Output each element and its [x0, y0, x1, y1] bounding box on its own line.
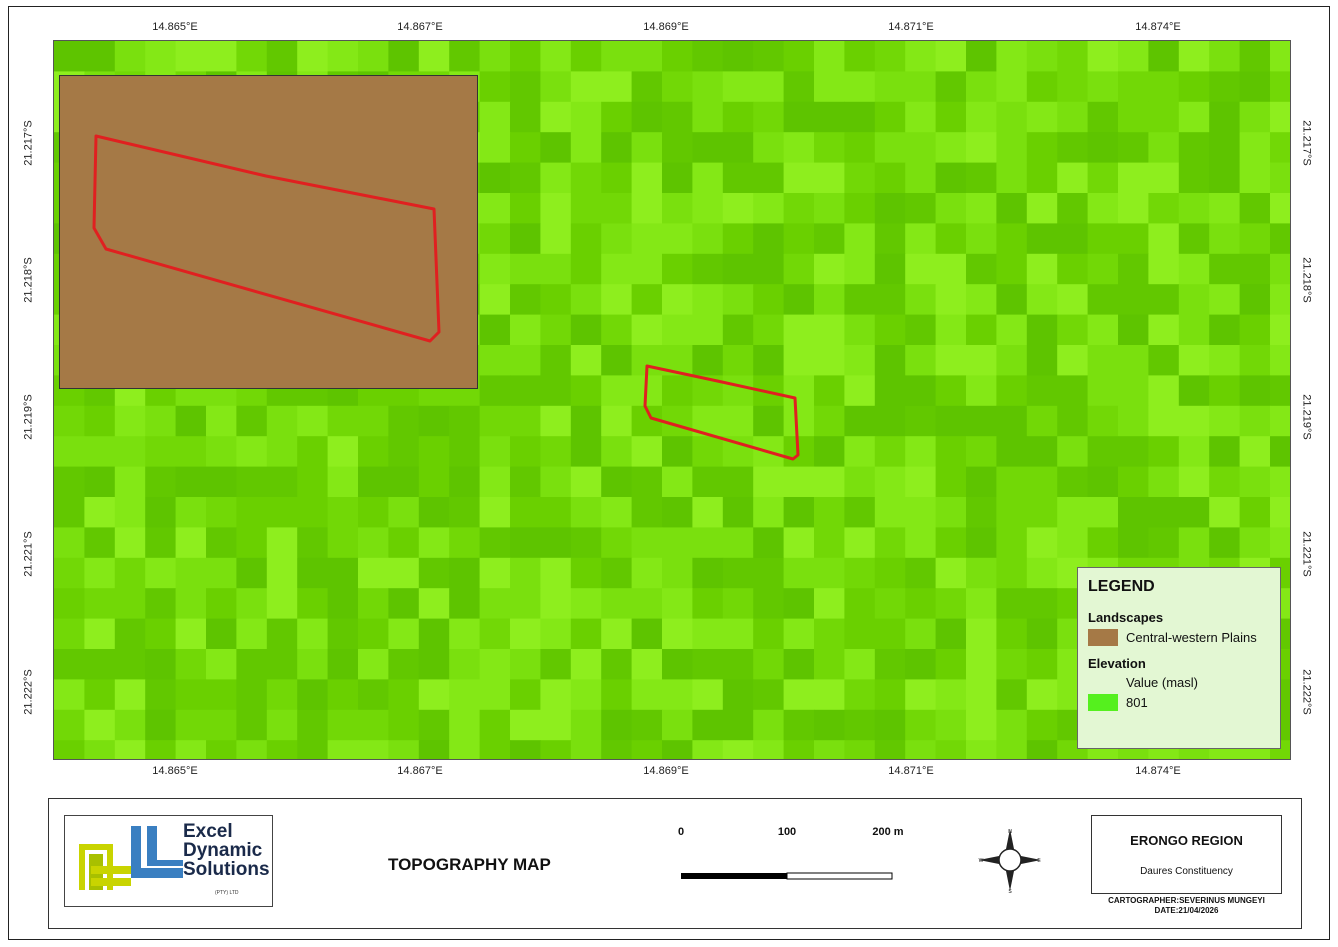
- north-s: S: [1008, 889, 1012, 893]
- lat-label-left: 21.221°S: [22, 531, 35, 577]
- legend: LEGEND Landscapes Central-western Plains…: [1077, 567, 1281, 749]
- logo-line1: Excel: [183, 821, 233, 842]
- landscape-swatch: [1088, 629, 1118, 646]
- scale-label-200: 200 m: [872, 826, 904, 838]
- lat-label-right: 21.219°S: [1300, 394, 1313, 440]
- lon-label-top: 14.869°E: [643, 21, 689, 33]
- map-title: TOPOGRAPHY MAP: [388, 855, 551, 874]
- elevation-swatch: [1088, 694, 1118, 711]
- legend-landscape-label: Central-western Plains: [1126, 630, 1257, 645]
- lon-label-bottom: 14.865°E: [152, 765, 198, 777]
- lon-label-top: 14.874°E: [1135, 21, 1181, 33]
- compass-icon: N S W E: [979, 829, 1041, 895]
- region-name: ERONGO REGION: [1130, 833, 1243, 848]
- site-boundary-main: [643, 364, 800, 461]
- north-w: W: [979, 858, 984, 864]
- logo-wordmark: Excel Dynamic Solutions: [183, 822, 270, 879]
- legend-elevation-heading: Elevation: [1088, 656, 1146, 671]
- logo-line2: Dynamic: [183, 840, 263, 861]
- lat-label-right: 21.217°S: [1300, 120, 1313, 166]
- north-arrow: N S W E: [977, 827, 1043, 895]
- logo-line3: Solutions: [183, 859, 270, 880]
- north-n: N: [1008, 829, 1012, 835]
- cartographer: CARTOGRAPHER:SEVERINUS MUNGEYI: [1108, 896, 1265, 905]
- logo-mark-icon: [79, 826, 183, 890]
- company-logo: Excel Dynamic Solutions (PTY) LTD: [64, 815, 273, 907]
- lat-label-right: 21.218°S: [1300, 257, 1313, 303]
- lon-label-top: 14.865°E: [152, 21, 198, 33]
- lat-label-left: 21.219°S: [22, 394, 35, 440]
- lat-label-left: 21.222°S: [22, 669, 35, 715]
- region-info-box: ERONGO REGION Daures Constituency: [1091, 815, 1282, 894]
- legend-elevation-row: 801: [1088, 694, 1270, 711]
- lon-label-top: 14.867°E: [397, 21, 443, 33]
- site-boundary-inset: [92, 134, 441, 343]
- lon-label-bottom: 14.867°E: [397, 765, 443, 777]
- credits: CARTOGRAPHER:SEVERINUS MUNGEYI DATE:21/0…: [1091, 896, 1282, 916]
- legend-landscapes-heading: Landscapes: [1088, 610, 1164, 625]
- map-date: DATE:21/04/2026: [1154, 906, 1219, 915]
- lat-label-right: 21.222°S: [1300, 669, 1313, 715]
- legend-elevation-label: 801: [1126, 695, 1148, 710]
- north-e: E: [1037, 858, 1041, 864]
- lat-label-left: 21.218°S: [22, 257, 35, 303]
- lat-label-right: 21.221°S: [1300, 531, 1313, 577]
- footer-panel: [48, 798, 1302, 929]
- inset-map[interactable]: [59, 75, 478, 389]
- scale-bar: 0 100 200 m: [670, 826, 910, 886]
- scale-label-0: 0: [677, 826, 685, 838]
- scale-label-100: 100: [777, 826, 797, 838]
- lat-label-left: 21.217°S: [22, 120, 35, 166]
- lon-label-top: 14.871°E: [888, 21, 934, 33]
- map-frame: [8, 6, 1330, 940]
- legend-elevation-sub: Value (masl): [1126, 675, 1199, 690]
- lon-label-bottom: 14.869°E: [643, 765, 689, 777]
- scale-bar-graphic: [681, 872, 893, 880]
- lon-label-bottom: 14.874°E: [1135, 765, 1181, 777]
- constituency-name: Daures Constituency: [1140, 866, 1233, 877]
- logo-subtext: (PTY) LTD: [215, 890, 239, 896]
- lon-label-bottom: 14.871°E: [888, 765, 934, 777]
- legend-landscape-row: Central-western Plains: [1088, 629, 1270, 646]
- legend-title: LEGEND: [1088, 578, 1155, 595]
